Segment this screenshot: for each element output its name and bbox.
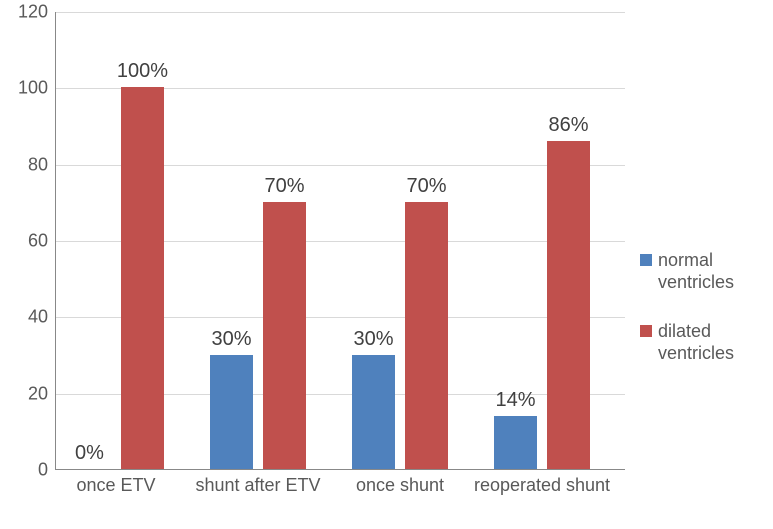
bar-value-label: 0% bbox=[75, 442, 104, 469]
bar: 70% bbox=[405, 202, 448, 469]
bar: 70% bbox=[263, 202, 306, 469]
x-tick-label: once ETV bbox=[76, 469, 155, 496]
bar: 30% bbox=[210, 355, 253, 470]
bar-value-label: 14% bbox=[495, 389, 535, 416]
legend-item: normal ventricles bbox=[640, 250, 734, 293]
y-tick-label: 80 bbox=[28, 154, 56, 175]
plot-area: 0204060801001200%100%once ETV30%70%shunt… bbox=[55, 12, 625, 470]
legend-swatch bbox=[640, 254, 652, 266]
bar-value-label: 70% bbox=[406, 175, 446, 202]
legend-swatch bbox=[640, 325, 652, 337]
bar: 86% bbox=[547, 141, 590, 469]
y-tick-label: 40 bbox=[28, 307, 56, 328]
bar-value-label: 86% bbox=[548, 114, 588, 141]
bar-value-label: 30% bbox=[211, 328, 251, 355]
y-tick-label: 120 bbox=[18, 2, 56, 23]
legend-label: dilated ventricles bbox=[658, 321, 734, 364]
chart-container: 0204060801001200%100%once ETV30%70%shunt… bbox=[0, 0, 773, 529]
bar: 30% bbox=[352, 355, 395, 470]
x-tick-label: once shunt bbox=[356, 469, 444, 496]
y-tick-label: 20 bbox=[28, 383, 56, 404]
bar-value-label: 100% bbox=[117, 60, 168, 87]
y-tick-label: 100 bbox=[18, 78, 56, 99]
bar: 14% bbox=[494, 416, 537, 469]
x-tick-label: reoperated shunt bbox=[474, 469, 610, 496]
bar: 100% bbox=[121, 87, 164, 469]
x-tick-label: shunt after ETV bbox=[195, 469, 320, 496]
legend-label: normal ventricles bbox=[658, 250, 734, 293]
y-tick-label: 0 bbox=[38, 460, 56, 481]
bar-value-label: 70% bbox=[264, 175, 304, 202]
legend: normal ventricles dilated ventricles bbox=[640, 250, 734, 392]
y-tick-label: 60 bbox=[28, 231, 56, 252]
legend-item: dilated ventricles bbox=[640, 321, 734, 364]
gridline bbox=[56, 12, 625, 13]
bar-value-label: 30% bbox=[353, 328, 393, 355]
